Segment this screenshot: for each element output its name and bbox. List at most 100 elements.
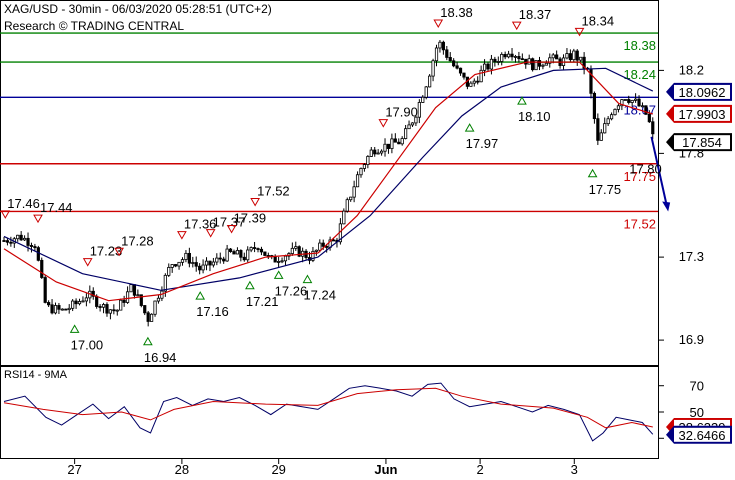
candle-body <box>40 259 44 278</box>
candle-body <box>579 56 583 61</box>
candle-body <box>544 62 548 66</box>
candle-body <box>376 152 380 155</box>
candle-body <box>479 69 483 83</box>
candle-body <box>359 168 363 176</box>
x-axis-label: 28 <box>175 462 189 477</box>
candle-body <box>379 150 384 154</box>
candle-body <box>575 50 579 61</box>
price-panel-frame <box>0 0 659 366</box>
candle-body <box>434 47 439 62</box>
candle-body <box>373 149 377 155</box>
trough-label: 17.21 <box>246 294 279 309</box>
candle-body <box>218 257 222 260</box>
price-tag-label: 18.0962 <box>679 85 726 100</box>
rsi-value-tag-label: 32.6466 <box>679 428 726 443</box>
candle-body <box>232 251 236 255</box>
candle-body <box>239 250 243 258</box>
candle-body <box>637 98 641 107</box>
candle-body <box>331 239 336 242</box>
candle-body <box>112 309 116 312</box>
candle-body <box>534 60 538 71</box>
price-axis-label: 16.9 <box>679 332 704 347</box>
candle-body <box>22 237 27 241</box>
trough-marker-icon <box>195 291 206 300</box>
peak-label: 17.36 <box>184 217 217 232</box>
candle-body <box>132 284 137 296</box>
trough-marker-icon <box>245 280 255 290</box>
trough-marker-icon <box>273 270 284 279</box>
candle-body <box>150 313 154 322</box>
axis-layer: 18.217.817.316.918.096217.990317.8547050… <box>67 62 732 477</box>
candle-body <box>321 242 325 247</box>
candle-body <box>77 301 82 305</box>
candle-body <box>448 57 452 62</box>
candle-body <box>246 249 250 261</box>
trough-marker-icon <box>143 336 153 346</box>
candle-body <box>119 299 123 311</box>
candle-body <box>506 53 511 58</box>
candle-body <box>47 302 51 306</box>
rsi-title: RSI14 - 9MA <box>4 369 68 381</box>
candle-body <box>19 234 23 241</box>
candle-body <box>180 259 185 263</box>
peak-label: 18.38 <box>440 5 473 20</box>
candle-body <box>620 99 624 107</box>
candle-body <box>630 99 634 103</box>
candle-body <box>16 234 20 240</box>
price-tag-face <box>674 84 730 99</box>
candle-body <box>455 65 459 69</box>
peak-label: 18.37 <box>519 7 552 22</box>
candle-body <box>125 291 130 303</box>
x-axis-label: 3 <box>571 462 578 477</box>
candle-body <box>228 248 233 252</box>
candle-body <box>572 50 576 61</box>
candle-body <box>565 53 569 59</box>
candle-body <box>551 54 555 59</box>
candle-body <box>167 267 171 276</box>
candle-body <box>603 123 607 134</box>
level-label: 17.75 <box>623 169 656 184</box>
candle-body <box>393 138 397 143</box>
candle-body <box>510 53 514 58</box>
candle-body <box>400 138 404 145</box>
candle-body <box>64 308 68 311</box>
candle-body <box>438 41 442 49</box>
trough-label: 18.10 <box>518 109 551 124</box>
peak-label: 17.28 <box>121 233 154 248</box>
candle-body <box>325 245 329 248</box>
trough-label: 17.24 <box>303 288 336 303</box>
candle-body <box>36 247 40 261</box>
trough-marker-icon <box>517 96 527 105</box>
candle-body <box>527 58 531 65</box>
candle-body <box>616 105 621 110</box>
candle-body <box>187 252 191 264</box>
x-axis-label: 2 <box>476 462 483 477</box>
candle-body <box>349 196 353 201</box>
candle-body <box>397 141 401 145</box>
candle-body <box>263 251 267 256</box>
level-label: 17.52 <box>623 216 656 231</box>
candle-body <box>283 255 288 262</box>
peak-label: 18.34 <box>582 13 615 28</box>
trough-label: 17.26 <box>275 283 308 298</box>
candle-body <box>242 256 246 261</box>
price-axis-label: 18.2 <box>679 62 704 77</box>
candle-body <box>596 118 600 141</box>
candle-body <box>294 246 298 249</box>
candle-body <box>634 98 638 101</box>
candle-body <box>67 307 71 310</box>
chart-subtitle: Research © TRADING CENTRAL <box>4 19 184 33</box>
candle-body <box>156 297 161 302</box>
peak-marker-icon <box>433 19 444 29</box>
candle-body <box>2 240 6 242</box>
candle-body <box>91 290 95 297</box>
candle-body <box>520 58 524 61</box>
candle-body <box>153 300 157 315</box>
candle-body <box>623 99 627 101</box>
projection-label: 17.80 <box>629 161 662 176</box>
candle-body <box>414 116 418 124</box>
peak-marker-icon <box>82 258 93 267</box>
candle-body <box>280 260 284 263</box>
